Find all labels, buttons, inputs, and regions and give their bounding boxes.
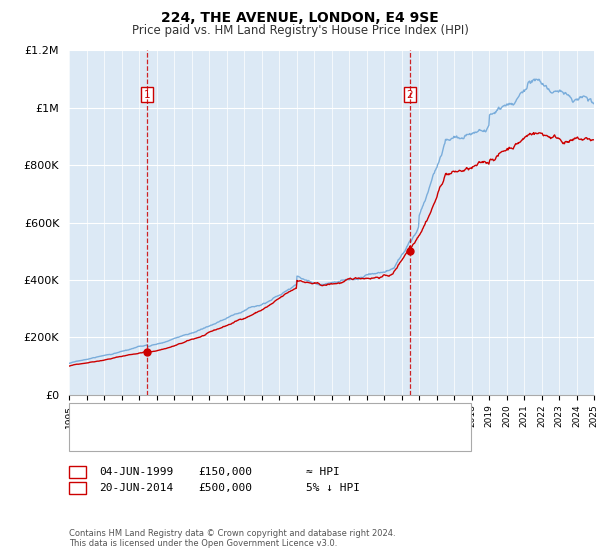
Text: 04-JUN-1999: 04-JUN-1999 [99,467,173,477]
Text: 2: 2 [74,483,81,493]
Text: 2: 2 [406,90,413,100]
Text: £150,000: £150,000 [198,467,252,477]
Text: This data is licensed under the Open Government Licence v3.0.: This data is licensed under the Open Gov… [69,539,337,548]
Text: HPI: Average price, detached house, Waltham Forest: HPI: Average price, detached house, Walt… [110,432,384,442]
Text: 224, THE AVENUE, LONDON, E4 9SE: 224, THE AVENUE, LONDON, E4 9SE [161,11,439,25]
Text: Price paid vs. HM Land Registry's House Price Index (HPI): Price paid vs. HM Land Registry's House … [131,24,469,37]
Text: 224, THE AVENUE, LONDON, E4 9SE (detached house): 224, THE AVENUE, LONDON, E4 9SE (detache… [110,413,392,422]
Text: Contains HM Land Registry data © Crown copyright and database right 2024.: Contains HM Land Registry data © Crown c… [69,529,395,538]
Text: ≈ HPI: ≈ HPI [306,467,340,477]
Text: 1: 1 [74,467,81,477]
Text: 1: 1 [143,90,150,100]
Text: 5% ↓ HPI: 5% ↓ HPI [306,483,360,493]
Text: £500,000: £500,000 [198,483,252,493]
Text: 20-JUN-2014: 20-JUN-2014 [99,483,173,493]
